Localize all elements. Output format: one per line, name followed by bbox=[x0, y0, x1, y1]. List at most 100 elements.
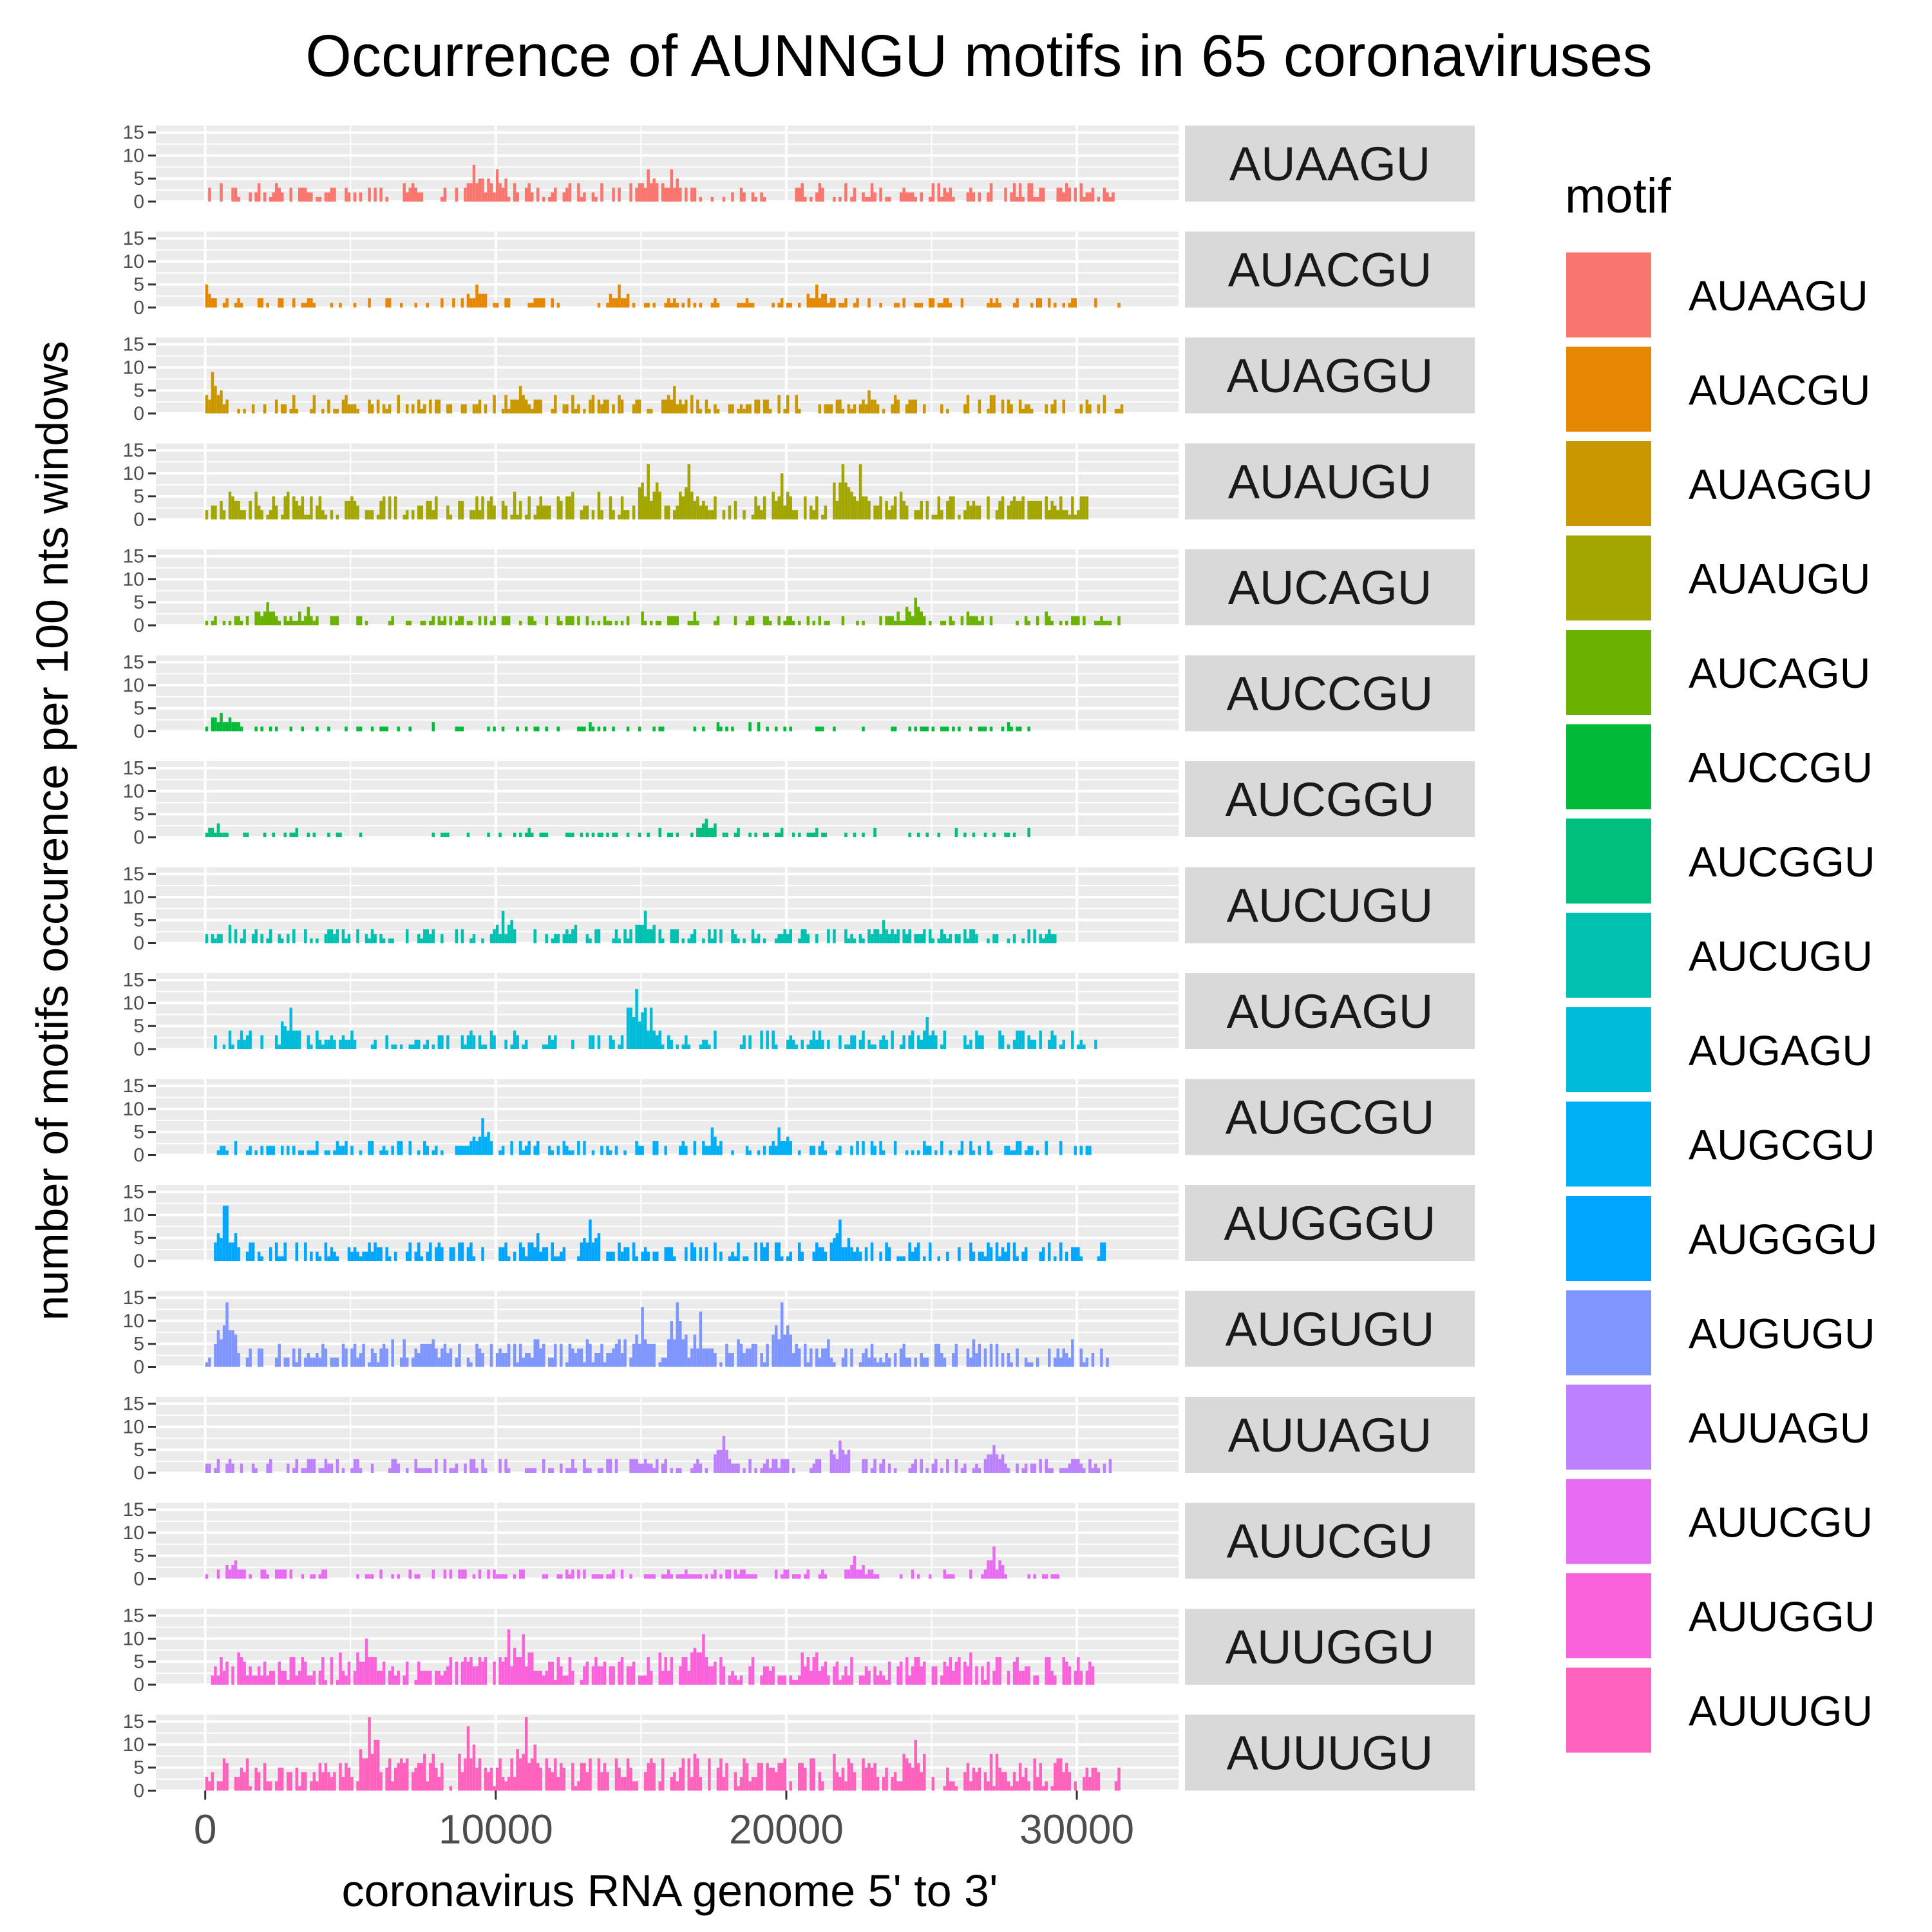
bar bbox=[923, 1141, 926, 1155]
bar bbox=[821, 1781, 824, 1791]
facet-strip bbox=[1185, 1291, 1475, 1367]
bar bbox=[260, 1675, 263, 1685]
bar bbox=[699, 303, 703, 308]
bar bbox=[498, 832, 502, 837]
bar bbox=[260, 1035, 263, 1049]
bar bbox=[222, 404, 226, 413]
y-tick-label: 0 bbox=[133, 933, 144, 954]
bar bbox=[466, 183, 470, 202]
bar bbox=[289, 1569, 293, 1579]
bar bbox=[821, 832, 824, 837]
bar bbox=[359, 616, 363, 625]
bar bbox=[551, 298, 554, 308]
bar bbox=[554, 1758, 557, 1791]
bar bbox=[435, 399, 438, 413]
bar bbox=[1054, 1035, 1057, 1049]
bar bbox=[287, 1772, 290, 1791]
bar bbox=[388, 404, 392, 413]
bar bbox=[626, 294, 630, 308]
bar bbox=[673, 1772, 676, 1791]
bar bbox=[510, 1044, 513, 1049]
bar bbox=[440, 620, 444, 625]
bar bbox=[350, 496, 354, 520]
bar bbox=[310, 616, 313, 625]
bar bbox=[243, 1772, 246, 1791]
bar bbox=[743, 1468, 746, 1473]
legend-item-AUCGGU: AUCGGU bbox=[1564, 816, 1875, 906]
bar bbox=[643, 1339, 647, 1367]
legend-swatch bbox=[1564, 1571, 1654, 1661]
bar bbox=[249, 1242, 252, 1261]
bar bbox=[940, 929, 943, 943]
bar bbox=[1079, 1256, 1083, 1261]
bar bbox=[777, 1675, 781, 1685]
bar bbox=[641, 1675, 644, 1685]
bar bbox=[341, 1146, 345, 1155]
bar bbox=[824, 1662, 828, 1685]
bar bbox=[393, 1767, 397, 1791]
bar bbox=[815, 1039, 819, 1049]
bar bbox=[655, 1035, 659, 1049]
bar bbox=[937, 1256, 941, 1261]
bar bbox=[795, 1044, 799, 1049]
bar bbox=[983, 1680, 987, 1685]
bar bbox=[896, 929, 900, 943]
bar bbox=[289, 1657, 293, 1685]
bar bbox=[370, 1141, 374, 1155]
bar bbox=[475, 404, 478, 413]
bar bbox=[606, 1353, 609, 1367]
bar bbox=[423, 620, 426, 625]
bar bbox=[469, 298, 473, 308]
bar bbox=[542, 1574, 545, 1579]
bar bbox=[446, 832, 450, 837]
bar bbox=[545, 726, 549, 732]
bar bbox=[295, 1030, 299, 1049]
bar bbox=[374, 1242, 377, 1261]
bar bbox=[1097, 196, 1101, 202]
bar bbox=[460, 726, 464, 732]
bar bbox=[708, 408, 711, 413]
bar bbox=[446, 1666, 450, 1685]
bar bbox=[1045, 404, 1048, 413]
bar bbox=[606, 399, 609, 413]
bar bbox=[493, 395, 496, 413]
bar bbox=[301, 620, 305, 625]
bar bbox=[690, 832, 694, 837]
bar bbox=[699, 828, 703, 837]
bar bbox=[478, 1758, 482, 1791]
bar bbox=[887, 1662, 891, 1685]
bar bbox=[949, 1781, 952, 1791]
bar bbox=[420, 192, 424, 202]
bar bbox=[214, 1035, 217, 1049]
bar bbox=[681, 1657, 685, 1685]
bar bbox=[719, 929, 723, 943]
bars-AUAUGU bbox=[205, 464, 1089, 520]
y-axis-title: number of motifs occurence per 100 nts w… bbox=[27, 341, 77, 1320]
bar bbox=[295, 1242, 299, 1261]
y-tick-label: 5 bbox=[133, 592, 144, 613]
bar bbox=[655, 183, 659, 202]
bar bbox=[920, 611, 923, 625]
bar bbox=[437, 1035, 441, 1049]
bar bbox=[554, 934, 557, 943]
bar bbox=[1047, 298, 1051, 308]
legend-item-AUAGGU: AUAGGU bbox=[1564, 439, 1873, 529]
bar bbox=[460, 616, 464, 625]
bars-AUUAGU bbox=[205, 1435, 1112, 1473]
bar bbox=[963, 832, 967, 837]
bar bbox=[981, 1574, 984, 1579]
bar bbox=[995, 934, 999, 943]
bar bbox=[524, 726, 528, 732]
bar bbox=[1088, 1662, 1092, 1685]
bar bbox=[835, 399, 839, 413]
bar bbox=[484, 1767, 488, 1791]
bar bbox=[591, 1035, 595, 1049]
bar bbox=[827, 1039, 830, 1049]
bar bbox=[260, 298, 263, 308]
legend-label: AUGAGU bbox=[1689, 1027, 1873, 1074]
bar bbox=[388, 938, 392, 943]
bar bbox=[266, 1463, 269, 1473]
bar bbox=[623, 510, 627, 520]
bar bbox=[992, 1671, 996, 1685]
bar bbox=[731, 1150, 734, 1155]
